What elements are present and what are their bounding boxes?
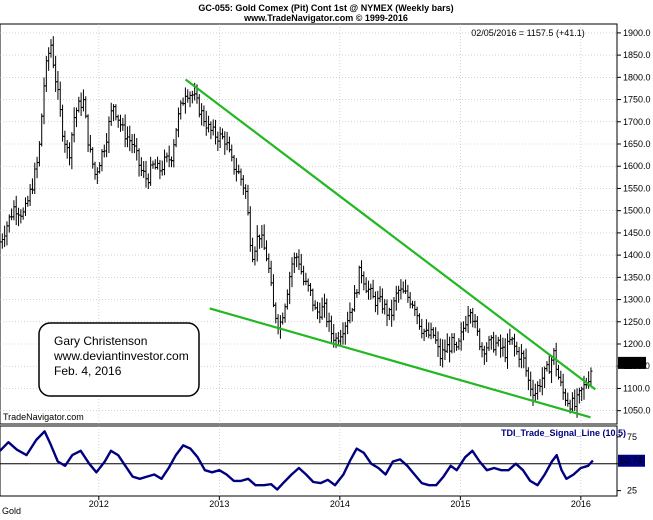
indicator-value-tag-text: 52.74 bbox=[620, 456, 643, 466]
last-value-label: 02/05/2016 = 1157.5 (+41.1) bbox=[471, 28, 584, 38]
price-tick-label: 1550.0 bbox=[623, 183, 651, 193]
price-tick-label: 1900.0 bbox=[623, 28, 651, 38]
price-tick-label: 1350.0 bbox=[623, 272, 651, 282]
annotation-frame bbox=[38, 322, 200, 397]
price-tick-label: 1300.0 bbox=[623, 295, 651, 305]
symbol-label: Gold bbox=[2, 506, 21, 516]
price-tick-label: 1200.0 bbox=[623, 339, 651, 349]
last-price-tag-bg bbox=[618, 356, 646, 369]
watermark: TradeNavigator.com bbox=[3, 412, 84, 422]
price-tick-label: 1800.0 bbox=[623, 72, 651, 82]
indicator-panel: 255075 TDI_Trade_Signal_Line (10,5) 52.7… bbox=[0, 425, 645, 497]
chart-subtitle: www.TradeNavigator.com © 1999-2016 bbox=[243, 13, 408, 23]
x-tick-label: 2014 bbox=[330, 499, 350, 509]
last-price-tag-text: 1157.5 bbox=[620, 358, 647, 368]
indicator-tick-label: 75 bbox=[627, 432, 637, 442]
trendline bbox=[184, 78, 596, 391]
price-tick-label: 1450.0 bbox=[623, 228, 651, 238]
indicator-title: TDI_Trade_Signal_Line (10,5) bbox=[501, 428, 626, 438]
price-trendlines bbox=[184, 78, 596, 419]
price-tick-label: 1700.0 bbox=[623, 117, 651, 127]
price-tick-label: 1100.0 bbox=[623, 383, 650, 393]
indicator-value-tag: 52.74 bbox=[618, 454, 645, 467]
price-tick-label: 1650.0 bbox=[623, 139, 651, 149]
x-axis: 2012 2013 2014 2015 2016 bbox=[89, 496, 591, 509]
price-tick-label: 1400.0 bbox=[623, 250, 651, 260]
indicator-panel-frame bbox=[0, 425, 618, 497]
price-tick-label: 1600.0 bbox=[623, 161, 651, 171]
annotation-author: Gary Christenson bbox=[54, 334, 147, 348]
last-price-tag: 1157.5 bbox=[618, 356, 647, 369]
indicator-line-group bbox=[0, 430, 594, 491]
chart-title: GC-055: Gold Comex (Pit) Cont 1st @ NYME… bbox=[198, 3, 453, 13]
x-tick-label: 2015 bbox=[450, 499, 470, 509]
indicator-value-tag-bg bbox=[618, 454, 645, 467]
x-tick-label: 2013 bbox=[209, 499, 229, 509]
trendline bbox=[209, 307, 591, 419]
annotation-date: Feb. 4, 2016 bbox=[54, 364, 122, 378]
price-tick-label: 1850.0 bbox=[623, 50, 651, 60]
price-tick-label: 1050.0 bbox=[623, 406, 651, 416]
annotation-box: Gary Christenson www.deviantinvestor.com… bbox=[38, 322, 200, 397]
annotation-website: www.deviantinvestor.com bbox=[53, 349, 189, 363]
price-tick-label: 1500.0 bbox=[623, 206, 651, 216]
price-tick-label: 1250.0 bbox=[623, 317, 651, 327]
price-panel: 1050.01100.01150.01200.01250.01300.01350… bbox=[0, 23, 651, 425]
x-tick-label: 2016 bbox=[571, 499, 591, 509]
x-tick-label: 2012 bbox=[89, 499, 109, 509]
indicator-line bbox=[0, 430, 594, 491]
price-tick-label: 1750.0 bbox=[623, 95, 651, 105]
indicator-tick-label: 25 bbox=[627, 486, 637, 496]
